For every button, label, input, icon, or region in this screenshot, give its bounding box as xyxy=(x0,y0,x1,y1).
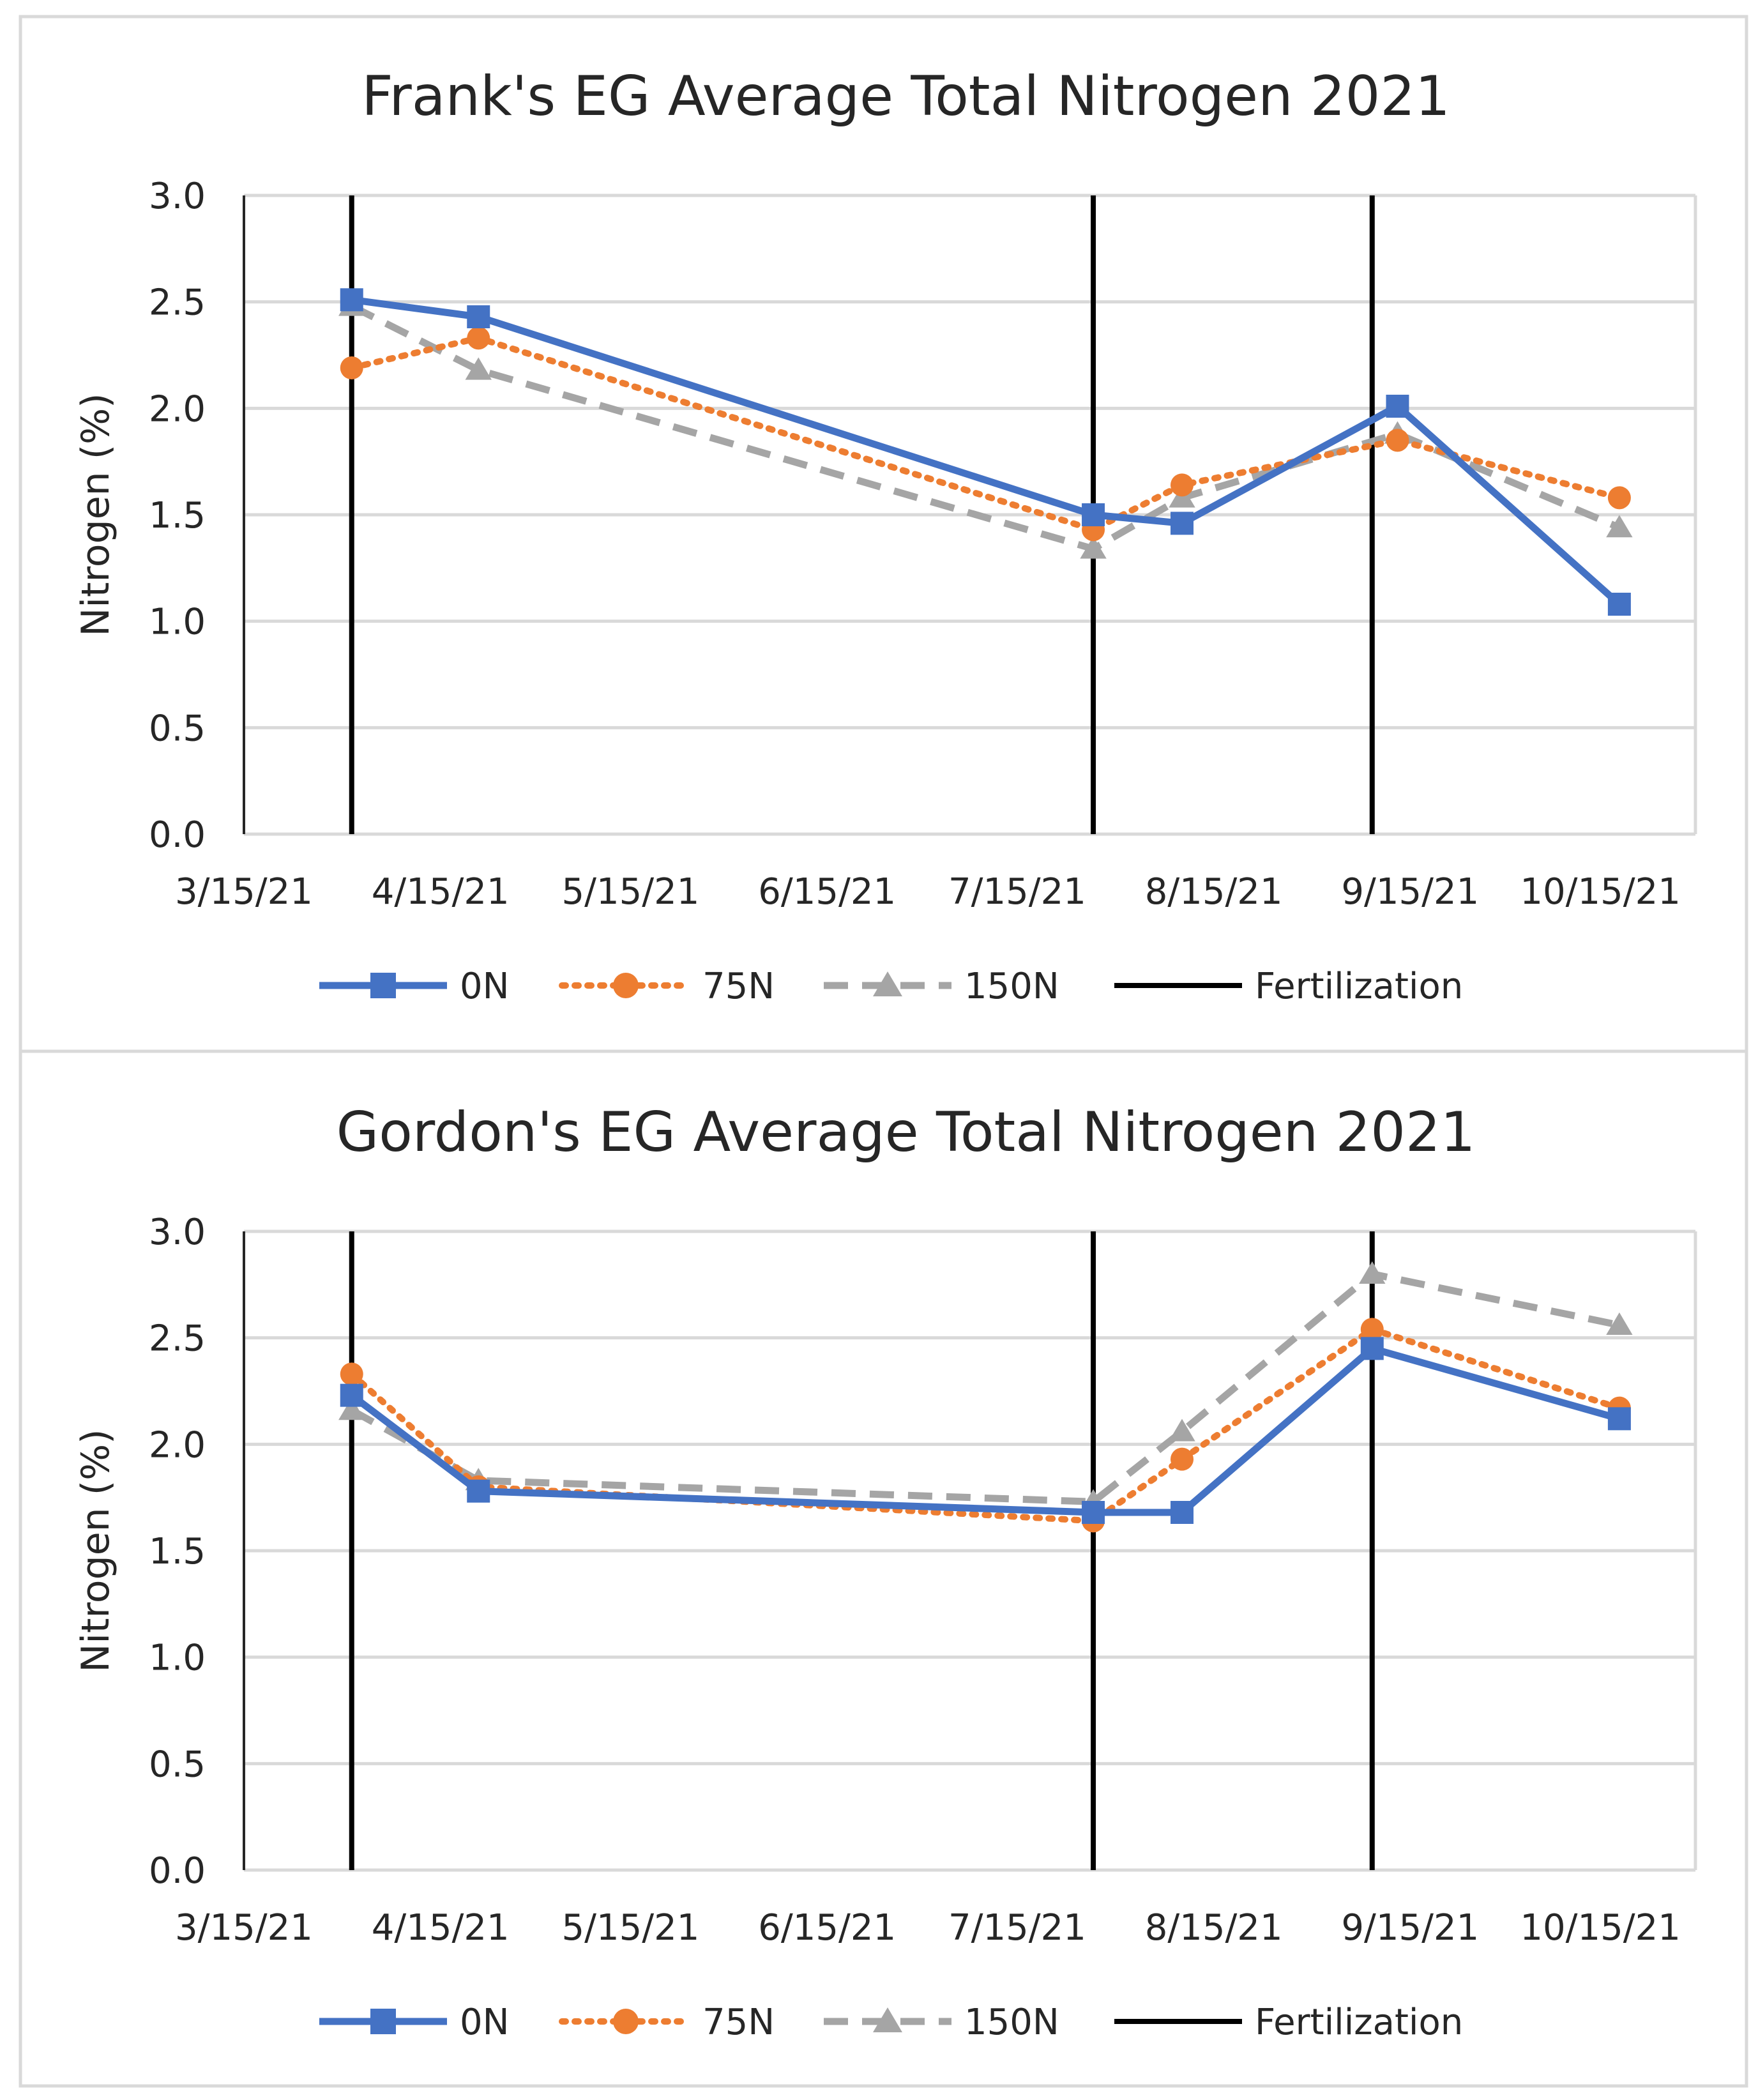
data-point-75n xyxy=(1171,1447,1194,1471)
x-tick-label: 4/15/21 xyxy=(372,871,510,913)
data-point-150n xyxy=(1606,1312,1633,1335)
legend-swatch-marker xyxy=(370,973,396,998)
legend: 0N 75N 150N Fertilization xyxy=(319,2002,1463,2043)
x-tick-label: 6/15/21 xyxy=(758,871,896,913)
x-tick-label: 6/15/21 xyxy=(758,1907,896,1949)
series-line-75n xyxy=(348,335,1623,533)
y-axis-title: Nitrogen (%) xyxy=(73,393,118,636)
y-tick-label: 2.0 xyxy=(149,1424,206,1466)
data-point-0n xyxy=(1171,1501,1194,1524)
series-line-75n xyxy=(348,1326,1623,1525)
x-tick-label: 10/15/21 xyxy=(1520,871,1681,913)
y-tick-label: 0.0 xyxy=(149,814,206,856)
data-point-150n xyxy=(1080,536,1107,559)
legend-label: Fertilization xyxy=(1255,966,1463,1007)
data-point-75n xyxy=(340,1362,363,1386)
y-tick-label: 0.5 xyxy=(149,708,206,749)
legend-label: 0N xyxy=(460,966,510,1007)
y-axis-title: Nitrogen (%) xyxy=(73,1429,118,1672)
data-point-0n xyxy=(1360,1337,1384,1360)
legend-label: Fertilization xyxy=(1255,2002,1463,2043)
legend-label: 75N xyxy=(702,2002,775,2043)
data-point-150n xyxy=(1359,1261,1386,1284)
chart-panel-2: Gordon's EG Average Total Nitrogen 2021 0… xyxy=(19,1049,1748,2088)
chart-title: Frank's EG Average Total Nitrogen 2021 xyxy=(361,65,1450,128)
legend-label: 150N xyxy=(964,966,1059,1007)
data-point-0n xyxy=(467,1479,490,1503)
data-point-0n xyxy=(1607,593,1631,616)
legend-label: 75N xyxy=(702,966,775,1007)
series-line-0n xyxy=(351,296,1622,607)
legend-label: 150N xyxy=(964,2002,1059,2043)
chart-title: Gordon's EG Average Total Nitrogen 2021 xyxy=(337,1100,1476,1164)
x-tick-label: 4/15/21 xyxy=(372,1907,510,1949)
data-point-0n xyxy=(1386,395,1409,418)
legend: 0N 75N 150N Fertilization xyxy=(319,966,1463,1007)
y-tick-label: 0.0 xyxy=(149,1850,206,1892)
x-tick-label: 5/15/21 xyxy=(562,1907,700,1949)
y-tick-label: 1.5 xyxy=(149,495,206,536)
data-point-75n xyxy=(467,326,490,350)
legend-swatch-marker xyxy=(613,973,639,998)
data-point-75n xyxy=(1386,429,1409,452)
x-tick-label: 10/15/21 xyxy=(1520,1907,1681,1949)
data-point-150n xyxy=(1169,1419,1195,1442)
data-point-150n xyxy=(1606,515,1633,538)
data-point-0n xyxy=(1082,503,1105,526)
x-tick-label: 5/15/21 xyxy=(562,871,700,913)
chart-border xyxy=(19,1049,1748,2088)
x-tick-label: 7/15/21 xyxy=(948,1907,1086,1949)
data-point-0n xyxy=(340,1383,363,1407)
data-point-150n xyxy=(465,357,492,380)
series-line-0n xyxy=(349,1344,1621,1516)
legend-swatch-marker xyxy=(873,2007,902,2032)
legend-swatch-marker xyxy=(873,971,902,996)
y-tick-label: 2.5 xyxy=(149,1318,206,1360)
y-tick-label: 3.0 xyxy=(149,176,206,217)
data-point-75n xyxy=(1607,486,1631,510)
data-point-75n xyxy=(340,356,363,379)
series-line-150n xyxy=(350,303,1621,552)
chart-panel-1: Frank's EG Average Total Nitrogen 2021 0.… xyxy=(19,15,1748,1053)
x-tick-label: 9/15/21 xyxy=(1341,871,1479,913)
data-point-0n xyxy=(1171,512,1194,535)
data-point-0n xyxy=(467,305,490,328)
x-tick-label: 8/15/21 xyxy=(1145,1907,1283,1949)
y-tick-label: 2.0 xyxy=(149,388,206,430)
y-tick-label: 1.0 xyxy=(149,1638,206,1679)
data-point-0n xyxy=(1607,1407,1631,1431)
legend-label: 0N xyxy=(460,2002,510,2043)
x-tick-label: 9/15/21 xyxy=(1341,1907,1479,1949)
x-tick-label: 8/15/21 xyxy=(1145,871,1283,913)
y-tick-label: 3.0 xyxy=(149,1212,206,1253)
y-tick-label: 2.5 xyxy=(149,282,206,324)
y-tick-label: 1.5 xyxy=(149,1531,206,1572)
y-tick-label: 0.5 xyxy=(149,1744,206,1785)
data-point-75n xyxy=(1171,473,1194,497)
legend-swatch-marker xyxy=(370,2009,396,2034)
data-point-0n xyxy=(1082,1501,1105,1524)
x-tick-label: 3/15/21 xyxy=(175,1907,313,1949)
data-point-0n xyxy=(340,288,363,312)
x-tick-label: 3/15/21 xyxy=(175,871,313,913)
y-tick-label: 1.0 xyxy=(149,602,206,643)
data-point-75n xyxy=(1360,1318,1384,1341)
legend-swatch-marker xyxy=(613,2009,639,2034)
x-tick-label: 7/15/21 xyxy=(948,871,1086,913)
data-point-150n xyxy=(338,1397,365,1420)
